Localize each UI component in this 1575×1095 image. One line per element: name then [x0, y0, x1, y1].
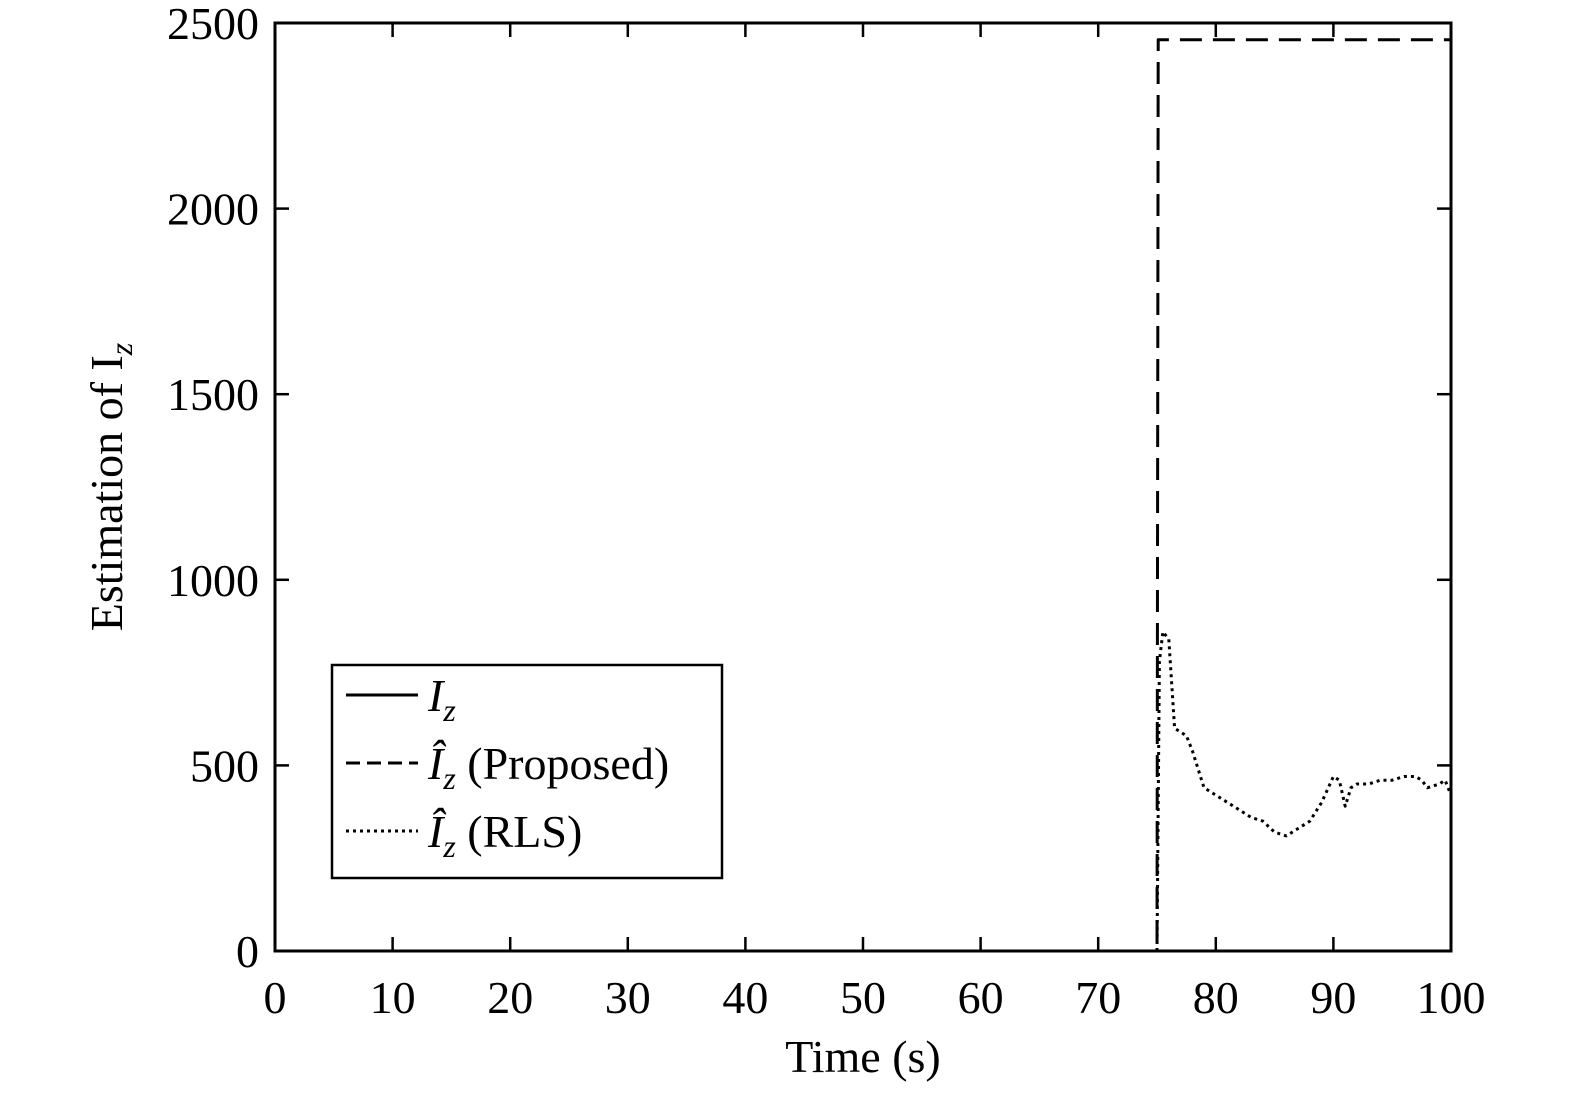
y-tick-label: 500: [190, 740, 259, 791]
legend-symbol: Î: [427, 806, 447, 857]
legend-entry-1: Iz: [427, 670, 456, 728]
y-tick-label: 2500: [167, 0, 259, 49]
x-axis-label: Time (s): [785, 1031, 941, 1082]
x-tick-label: 30: [605, 972, 651, 1023]
legend-symbol: I: [427, 670, 446, 721]
x-tick-label: 20: [487, 972, 533, 1023]
x-tick-label: 70: [1075, 972, 1121, 1023]
x-tick-label: 60: [958, 972, 1004, 1023]
legend-suffix: (Proposed): [456, 738, 669, 789]
y-tick-label: 0: [236, 926, 259, 977]
x-tick-label: 40: [722, 972, 768, 1023]
legend-entry-3: Îz (RLS): [427, 806, 582, 864]
x-tick-label: 0: [264, 972, 287, 1023]
ticks-layer: 0 10 20 30 40 50 60 70 80 90 100050010001500200025…: [167, 0, 1486, 1023]
x-tick-label: 90: [1310, 972, 1356, 1023]
legend-subscript: z: [442, 760, 456, 796]
y-tick-label: 1000: [167, 555, 259, 606]
y-axis-label-subscript: z: [103, 342, 139, 356]
legend-suffix: (RLS): [456, 806, 583, 857]
x-tick-label: 80: [1193, 972, 1239, 1023]
legend-entry-2: Îz (Proposed): [427, 738, 669, 796]
x-tick-label: 100: [1417, 972, 1486, 1023]
legend-subscript: z: [442, 828, 456, 864]
series-line-3: [275, 630, 1453, 953]
legend-box: [330, 663, 724, 880]
y-axis-label-main: Estimation of I: [81, 355, 132, 631]
legend-symbol: Î: [427, 738, 447, 789]
y-tick-label: 2000: [167, 184, 259, 235]
y-tick-label: 1500: [167, 369, 259, 420]
x-tick-label: 10: [370, 972, 416, 1023]
legend-subscript: z: [442, 692, 456, 728]
x-tick-label: 50: [840, 972, 886, 1023]
y-axis-label: Estimation of Iz: [81, 342, 139, 631]
